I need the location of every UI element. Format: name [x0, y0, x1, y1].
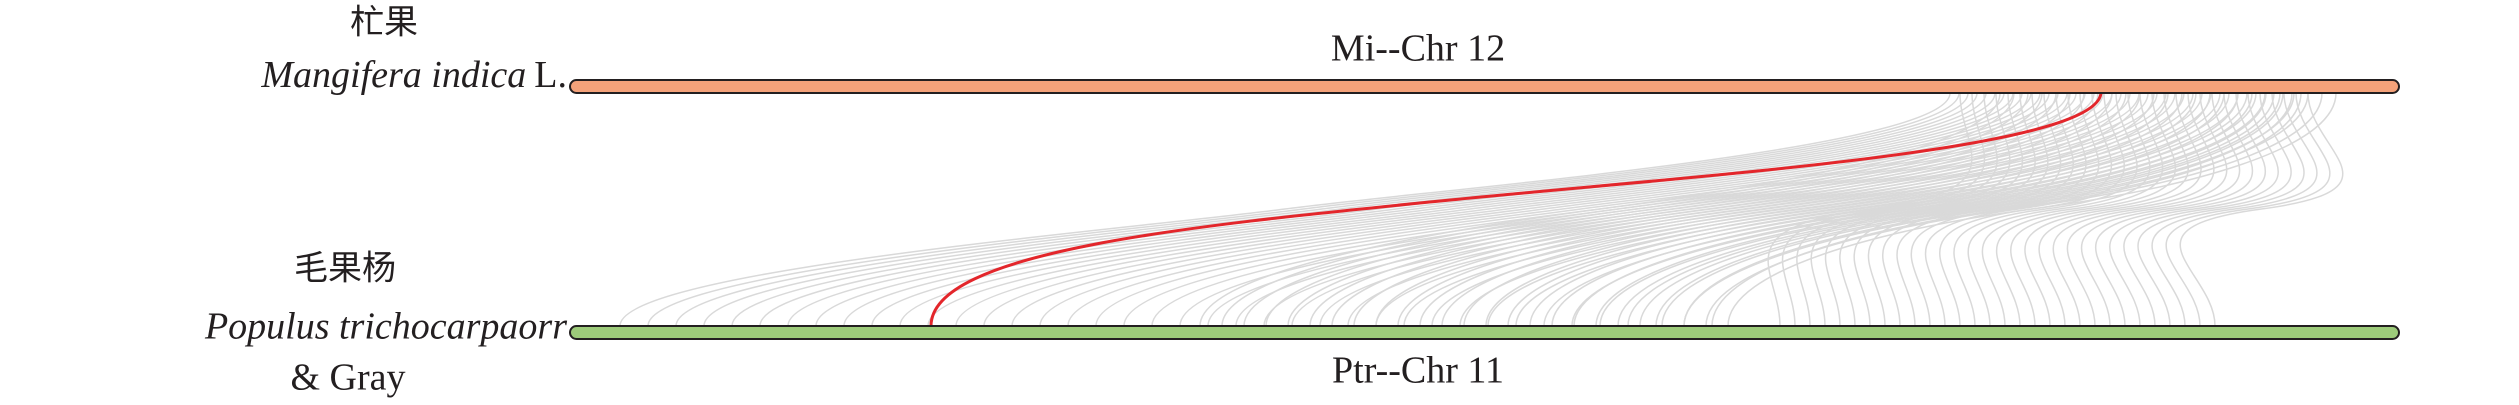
synteny-link: [815, 92, 2014, 327]
synteny-link: [759, 92, 1996, 327]
top-species-latin: Mangifera indica L.: [260, 54, 567, 96]
synteny-link: [2123, 92, 2292, 327]
synteny-link: [2052, 92, 2228, 327]
bottom-chromosome-label: Ptr--Chr 11: [1332, 350, 1504, 392]
synteny-link: [1375, 92, 2113, 327]
synteny-link: [2010, 92, 2189, 327]
synteny-link: [1796, 92, 1998, 327]
synteny-link: [1353, 92, 2099, 327]
highlight-link: [929, 91, 2103, 327]
synteny-link: [2165, 92, 2331, 327]
synteny-link: [1661, 92, 2295, 327]
top-species-cn: 杧果: [350, 3, 418, 43]
synteny-link: [1067, 92, 2095, 327]
synteny-links: [619, 92, 2344, 327]
synteny-link: [2038, 92, 2215, 327]
synteny-link: [1910, 92, 2100, 327]
synteny-link: [955, 92, 2059, 327]
synteny-link: [1485, 92, 2183, 327]
bottom-species-cn: 毛果杨: [294, 249, 396, 289]
synteny-link: [1705, 92, 2323, 327]
synteny-link: [1309, 92, 2071, 327]
synteny-link: [1639, 92, 2281, 327]
synteny-link: [1551, 92, 2225, 327]
synteny-link: [2094, 92, 2267, 327]
synteny-link: [675, 92, 1969, 327]
bottom-species-latin: Populus trichocarpaorr: [204, 306, 567, 348]
synteny-link: [1595, 92, 2253, 327]
synteny-link: [1199, 92, 2001, 327]
synteny-link: [983, 92, 2068, 327]
synteny-link: [1331, 92, 2085, 327]
top-chromosome-label: Mi--Chr 12: [1331, 28, 1505, 70]
synteny-link: [1487, 92, 2230, 327]
synteny-link: [2066, 92, 2241, 327]
synteny-link: [2151, 92, 2318, 327]
synteny-link: [1573, 92, 2239, 327]
top-chromosome: [569, 79, 2400, 94]
synteny-link: [1981, 92, 2164, 327]
synteny-link: [1617, 92, 2267, 327]
synteny-link: [1507, 92, 2197, 327]
latin-name: Mangifera indica: [260, 54, 526, 96]
synteny-link: [2179, 92, 2344, 327]
authority: L.: [534, 54, 567, 96]
synteny-link: [703, 92, 1978, 327]
bottom-chromosome: [569, 325, 2400, 340]
synteny-link: [1243, 92, 2029, 327]
synteny-link: [1291, 92, 2167, 327]
synteny-link: [1727, 92, 2337, 327]
synteny-link: [1683, 92, 2309, 327]
synteny-link: [1529, 92, 2211, 327]
synteny-link: [1967, 92, 2151, 327]
synteny-link: [1287, 92, 2057, 327]
synteny-link: [1441, 92, 2155, 327]
synteny-link: [619, 92, 1951, 327]
bottom-species-authority: & Gray: [290, 357, 405, 399]
synteny-link: [1397, 92, 2127, 327]
synteny-link: [1995, 92, 2177, 327]
synteny-link: [2080, 92, 2254, 327]
synteny-link: [1221, 92, 2015, 327]
synteny-link: [927, 92, 2050, 327]
synteny-link: [1515, 92, 2239, 327]
synteny-link: [787, 92, 2005, 327]
synteny-link: [1463, 92, 2169, 327]
synteny-link: [1419, 92, 2141, 327]
synteny-link: [843, 92, 2023, 327]
synteny-link: [1039, 92, 2086, 327]
synteny-link: [647, 92, 1960, 327]
synteny-link: [2137, 92, 2305, 327]
